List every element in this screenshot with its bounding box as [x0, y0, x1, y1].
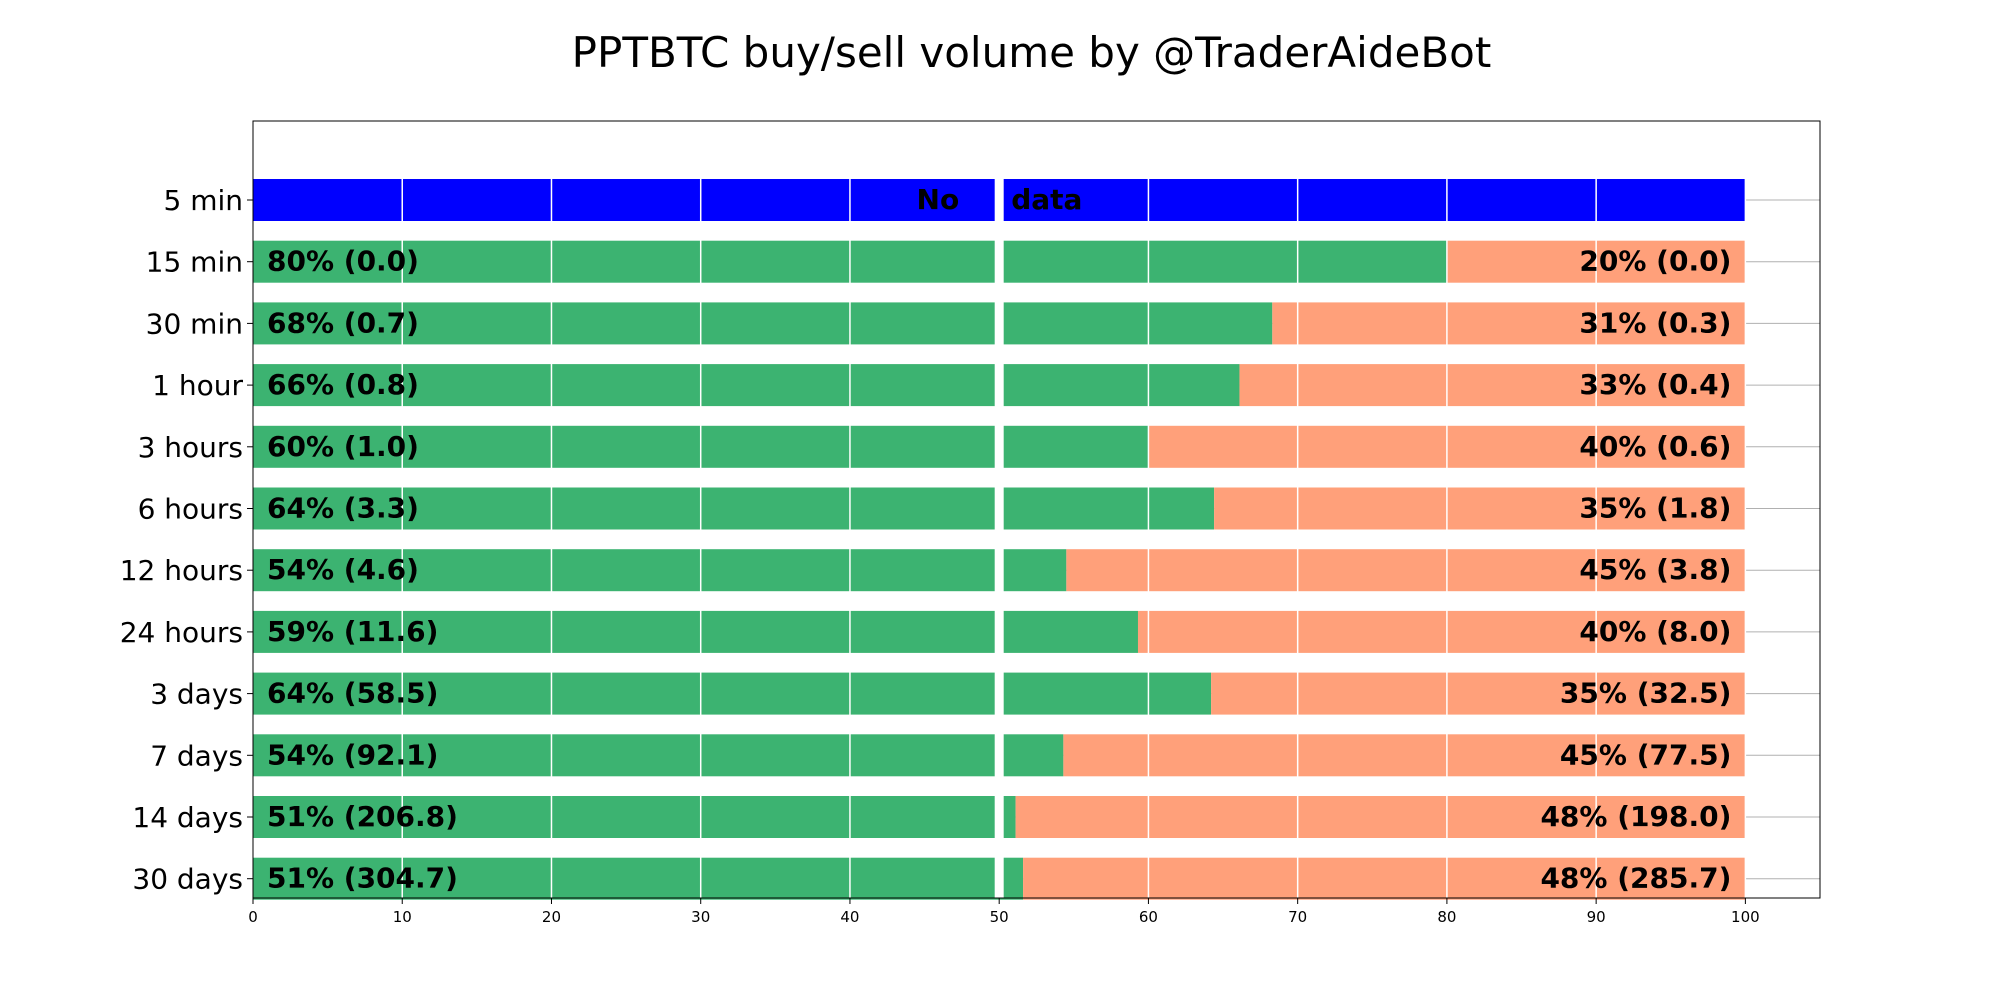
- y-category-label: 1 hour: [152, 369, 243, 402]
- bar-sell: [1272, 302, 1746, 345]
- x-tick-label: 80: [1437, 908, 1456, 926]
- sell-value-label: 33% (0.4): [1579, 368, 1731, 401]
- y-category-label: 30 days: [132, 863, 243, 896]
- bar-buy: [253, 302, 1273, 345]
- y-category-label: 30 min: [146, 307, 243, 340]
- bar-buy: [253, 364, 1240, 407]
- bar-sell: [1015, 796, 1746, 838]
- no-data-label: No: [917, 183, 960, 216]
- y-category-label: 15 min: [146, 246, 243, 279]
- buy-value-label: 60% (1.0): [267, 430, 419, 463]
- buy-value-label: 51% (304.7): [267, 862, 458, 895]
- x-tick-label: 10: [393, 908, 412, 926]
- x-tick-label: 50: [990, 908, 1009, 926]
- sell-value-label: 40% (8.0): [1579, 615, 1731, 648]
- sell-value-label: 35% (1.8): [1579, 492, 1731, 525]
- plot-frame: [252, 120, 1821, 899]
- bar-buy: [253, 796, 1016, 838]
- buy-value-label: 66% (0.8): [267, 368, 419, 401]
- y-category-label: 24 hours: [120, 616, 243, 649]
- sell-value-label: 48% (198.0): [1540, 800, 1731, 833]
- buy-value-label: 51% (206.8): [267, 800, 458, 833]
- buy-value-label: 54% (4.6): [267, 553, 419, 586]
- buy-value-label: 64% (3.3): [267, 492, 419, 525]
- sell-value-label: 40% (0.6): [1579, 430, 1731, 463]
- y-category-label: 12 hours: [120, 554, 243, 587]
- bar-buy: [253, 549, 1067, 592]
- bar-sell: [1211, 672, 1746, 715]
- bar-buy: [253, 857, 1024, 900]
- y-category-label: 14 days: [132, 801, 243, 834]
- y-category-label: 7 days: [150, 739, 243, 772]
- y-category-label: 3 days: [150, 678, 243, 711]
- y-category-label: 6 hours: [138, 493, 243, 526]
- sell-value-label: 45% (77.5): [1560, 738, 1731, 771]
- buy-value-label: 80% (0.0): [267, 245, 419, 278]
- x-tick-label: 40: [840, 908, 859, 926]
- x-tick-label: 70: [1288, 908, 1307, 926]
- buy-value-label: 64% (58.5): [267, 677, 438, 710]
- bar-sell: [1063, 734, 1746, 777]
- sell-value-label: 48% (285.7): [1540, 862, 1731, 895]
- x-tick-label: 60: [1139, 908, 1158, 926]
- x-tick-label: 90: [1587, 908, 1606, 926]
- bar-sell: [1214, 487, 1746, 530]
- sell-value-label: 31% (0.3): [1579, 306, 1731, 339]
- x-tick-label: 0: [248, 908, 258, 926]
- y-category-label: 5 min: [163, 184, 243, 217]
- sell-value-label: 45% (3.8): [1579, 553, 1731, 586]
- sell-value-label: 20% (0.0): [1579, 245, 1731, 278]
- y-category-label: 3 hours: [138, 431, 243, 464]
- buy-value-label: 54% (92.1): [267, 738, 438, 771]
- chart-title: PPTBTC buy/sell volume by @TraderAideBot: [571, 28, 1492, 77]
- x-tick-label: 100: [1731, 908, 1760, 926]
- bar-buy: [253, 487, 1215, 530]
- bar-buy: [253, 672, 1212, 715]
- buy-value-label: 59% (11.6): [267, 615, 438, 648]
- bar-sell: [1066, 549, 1746, 592]
- bar-buy: [253, 610, 1138, 653]
- buy-value-label: 68% (0.7): [267, 306, 419, 339]
- bar-sell: [1239, 364, 1746, 407]
- no-data-label: data: [1011, 183, 1082, 216]
- bar-sell: [1137, 610, 1746, 653]
- x-tick-label: 30: [691, 908, 710, 926]
- bar-buy: [253, 734, 1064, 777]
- x-tick-label: 20: [542, 908, 561, 926]
- sell-value-label: 35% (32.5): [1560, 677, 1731, 710]
- bar-sell: [1023, 857, 1746, 900]
